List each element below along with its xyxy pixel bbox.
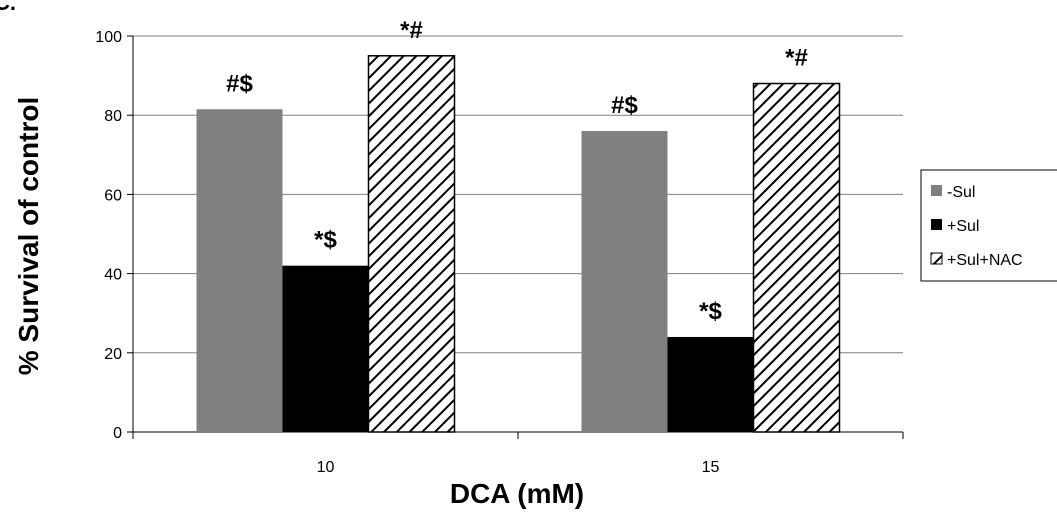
panel-label: C. xyxy=(0,0,16,15)
y-tick-label: 100 xyxy=(95,29,122,46)
y-tick-label: 80 xyxy=(104,108,122,125)
bar-annotation: *# xyxy=(400,17,423,44)
y-tick-label: 0 xyxy=(113,425,122,442)
y-axis-title: % Survival of control xyxy=(13,97,44,376)
legend-box xyxy=(920,169,1057,282)
legend-label: +Sul xyxy=(947,218,979,235)
bar-annotation: *# xyxy=(785,45,808,72)
legend-swatch xyxy=(931,185,942,196)
x-tick-label: 10 xyxy=(317,459,335,476)
y-tick-label: 40 xyxy=(104,267,122,284)
bar-annotations: #$ *$ *# #$ *$ *# xyxy=(226,17,808,325)
bar--Sul-15 xyxy=(581,131,668,433)
x-tick-label: 15 xyxy=(702,459,720,476)
legend: -Sul +Sul +Sul+NAC xyxy=(920,169,1057,282)
bar-annotation: *$ xyxy=(699,298,722,325)
y-tick-label: 20 xyxy=(104,346,122,363)
bar-+Sul-15 xyxy=(667,336,754,432)
bars xyxy=(196,55,841,433)
bar-+Sul+NAC-10 xyxy=(367,55,456,433)
y-tick-label: 60 xyxy=(104,187,122,204)
y-axis: 0 20 40 60 80 100 xyxy=(95,29,134,442)
legend-label: +Sul+NAC xyxy=(947,252,1023,269)
bar-annotation: #$ xyxy=(226,70,253,97)
bar-annotation: *$ xyxy=(314,227,337,254)
bar-annotation: #$ xyxy=(611,92,638,119)
bar-+Sul-10 xyxy=(282,265,369,432)
bar-+Sul+NAC-15 xyxy=(752,82,841,433)
legend-swatch xyxy=(931,219,942,230)
bar--Sul-10 xyxy=(196,109,283,432)
x-axis: 10 15 xyxy=(132,431,904,476)
legend-swatch xyxy=(930,252,943,265)
legend-label: -Sul xyxy=(947,184,975,201)
x-axis-title: DCA (mM) xyxy=(450,478,584,509)
